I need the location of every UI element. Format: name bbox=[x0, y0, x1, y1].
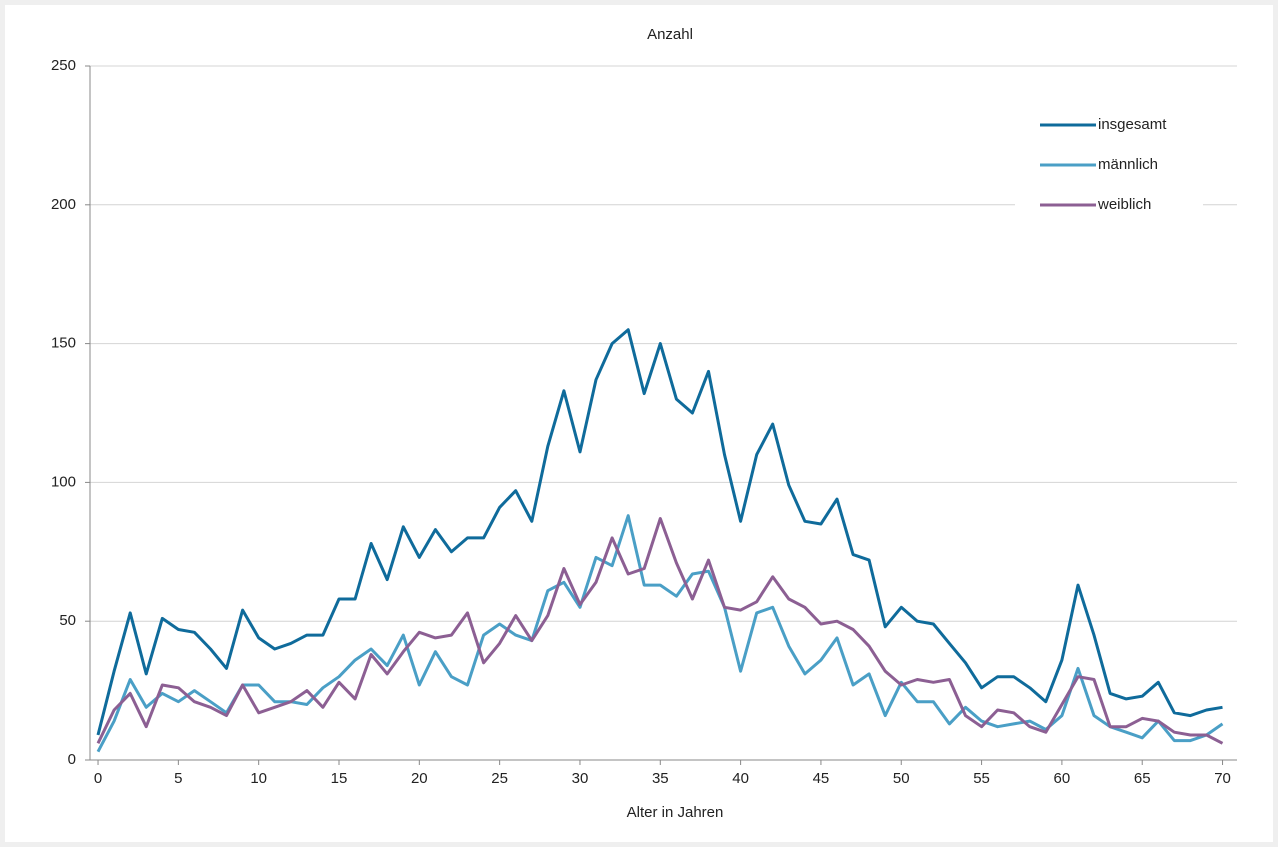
x-tick-label: 20 bbox=[411, 770, 428, 787]
y-tick-label: 100 bbox=[51, 473, 76, 490]
x-tick-label: 60 bbox=[1054, 770, 1071, 787]
legend-label: männlich bbox=[1098, 156, 1158, 173]
legend-label: weiblich bbox=[1097, 196, 1151, 213]
x-tick-label: 70 bbox=[1214, 770, 1231, 787]
y-tick-label: 200 bbox=[51, 196, 76, 213]
x-tick-label: 15 bbox=[331, 770, 348, 787]
x-tick-label: 40 bbox=[732, 770, 749, 787]
x-tick-label: 30 bbox=[572, 770, 589, 787]
series-line bbox=[96, 328, 1223, 736]
x-tick-label: 35 bbox=[652, 770, 669, 787]
legend-label: insgesamt bbox=[1098, 116, 1167, 133]
series-line bbox=[96, 514, 1224, 753]
x-tick-label: 10 bbox=[250, 770, 267, 787]
chart-title: Anzahl bbox=[647, 26, 693, 43]
x-tick-label: 50 bbox=[893, 770, 910, 787]
y-tick-label: 0 bbox=[68, 751, 76, 768]
x-axis-label: Alter in Jahren bbox=[627, 804, 724, 821]
y-tick-label: 250 bbox=[51, 57, 76, 74]
x-tick-label: 25 bbox=[491, 770, 508, 787]
x-tick-label: 55 bbox=[973, 770, 990, 787]
series-line bbox=[96, 517, 1224, 745]
y-tick-label: 150 bbox=[51, 335, 76, 352]
x-tick-label: 5 bbox=[174, 770, 182, 787]
y-tick-label: 50 bbox=[59, 612, 76, 629]
x-tick-label: 45 bbox=[813, 770, 830, 787]
x-tick-label: 65 bbox=[1134, 770, 1151, 787]
x-tick-label: 0 bbox=[94, 770, 102, 787]
